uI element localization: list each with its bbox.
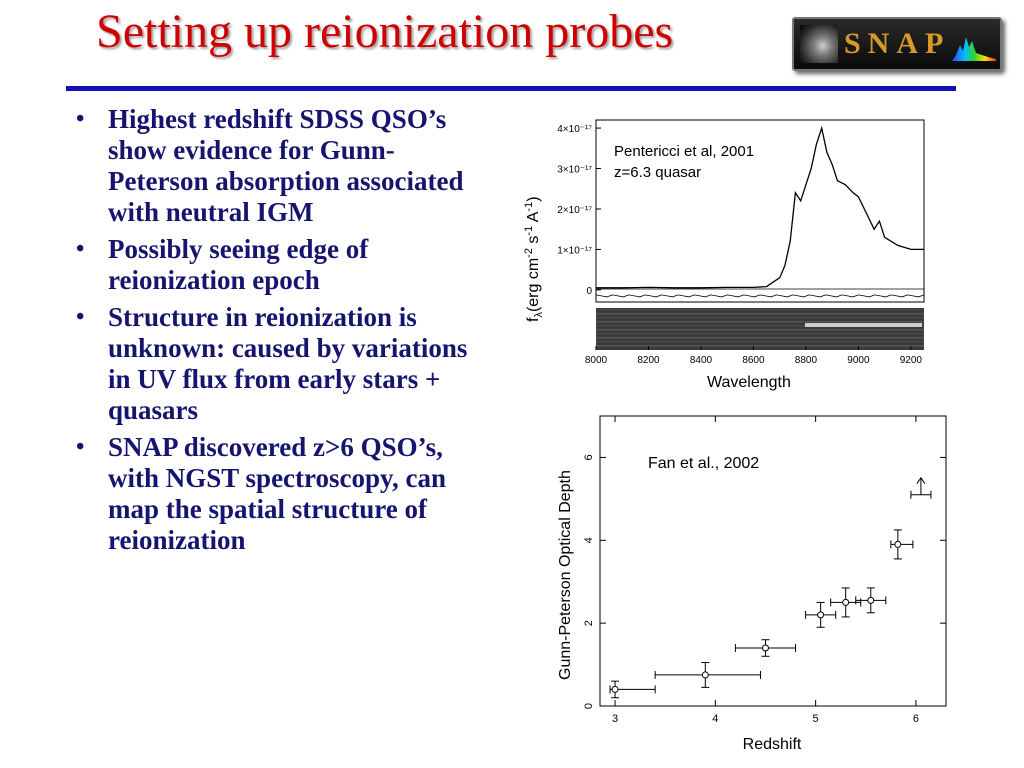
data-point [867,596,875,604]
spectrum-2d-row [596,341,924,343]
spectrum-line [596,125,924,289]
snap-logo: SNAP [792,17,1002,71]
optical-depth-y-tick-label: 0 [583,703,595,709]
data-point [894,540,902,548]
optical-depth-chart: 3 4 5 6 0 2 4 6 Fan et al., 2002 Gunn-Peterson … [557,415,947,753]
bullet-text: Possibly seeing edge of reionization epo… [108,234,369,295]
bullet-marker: • [76,236,85,262]
optical-depth-annotation: Fan et al., 2002 [648,455,759,472]
bullet-list: • Highest redshift SDSS QSO’s show eviden… [76,104,494,562]
data-point [611,685,619,693]
spectrum-y-tick-label: 0 [586,286,592,297]
spectrum-2d-row [596,345,924,347]
bullet-marker: • [76,434,85,460]
bullet-marker: • [76,106,85,132]
slide-title: Setting up reionization probes [96,5,674,58]
data-point [842,598,850,606]
optical-depth-x-tick-label: 5 [813,713,819,725]
spectrum-2d-row [596,313,924,315]
optical-depth-y-tick-label: 6 [583,454,595,460]
galaxy-thumbnail [800,25,838,63]
spectrum-2d-row [596,317,924,319]
spectrum-annotation-line2: z=6.3 quasar [614,164,701,181]
spectrum-2d-row [596,309,924,311]
spectrum-2d-row [596,337,924,339]
data-point [761,644,769,652]
optical-depth-plot-frame [599,415,947,707]
spectrum-x-tick-label: 8000 [585,355,608,366]
spectrum-x-tick-label: 8600 [742,355,765,366]
spectrum-x-tick-label: 8400 [690,355,713,366]
spectrum-y-tick-label: 2×10⁻¹⁷ [557,205,592,216]
spectrum-icon [952,37,996,61]
snap-logo-text: SNAP [844,27,951,60]
spectrum-x-tick-label: 8800 [795,355,818,366]
bullet-item: • Possibly seeing edge of reionization ep… [76,234,494,296]
bullet-text: SNAP discovered z>6 QSO’s, with NGST spe… [108,432,447,555]
bullet-text: Highest redshift SDSS QSO’s show evidenc… [108,104,464,227]
optical-depth-x-tick-label: 4 [712,713,718,725]
spectrum-2d-row [596,329,924,331]
bullet-item: • SNAP discovered z>6 QSO’s, with NGST sp… [76,432,494,556]
spectrum-plot-frame [595,119,925,303]
spectrum-2d-row [596,333,924,335]
bullet-item: • Structure in reionization is unknown: c… [76,302,494,426]
lower-limit-arrow-head [916,476,926,484]
bullet-marker: • [76,304,85,330]
title-divider [66,86,956,91]
spectrum-trace [805,323,922,327]
optical-depth-x-tick-label: 3 [612,713,618,725]
spectrum-noise-line [595,294,925,298]
spectrum-2d-row [596,325,924,327]
spectrum-x-tick-label: 9200 [900,355,923,366]
spectrum-annotation-line1: Pentericci et al, 2001 [614,143,754,160]
spectrum-x-tick-label: 9000 [847,355,870,366]
optical-depth-y-tick-label: 2 [583,620,595,626]
bullet-text: Structure in reionization is unknown: ca… [108,302,468,425]
spectrum-2d-row [596,321,924,323]
data-point [701,671,709,679]
data-point [817,611,825,619]
spectrum-y-tick-label: 1×10⁻¹⁷ [557,245,592,256]
optical-depth-y-axis-label: Gunn-Peterson Optical Depth [557,470,574,680]
optical-depth-x-axis-label: Redshift [743,736,802,753]
optical-depth-y-tick-label: 4 [583,537,595,543]
spectrum-x-axis-label: Wavelength [707,374,791,391]
bullet-item: • Highest redshift SDSS QSO’s show eviden… [76,104,494,228]
optical-depth-x-tick-label: 6 [913,713,919,725]
spectrum-y-tick-label: 3×10⁻¹⁷ [557,165,592,176]
spectrum-2d-rows [596,309,924,347]
spectrum-chart: 0 1×10⁻¹⁷ 2×10⁻¹⁷ 3×10⁻¹⁷ 4×10⁻¹⁷ 8000 8200 84… [523,119,925,366]
spectrum-x-tick-label: 8200 [637,355,660,366]
spectrum-y-tick-label: 4×10⁻¹⁷ [557,124,592,135]
spectrum-y-axis-label: fλ(erg cm-2 s-1 A-1) [523,196,545,322]
